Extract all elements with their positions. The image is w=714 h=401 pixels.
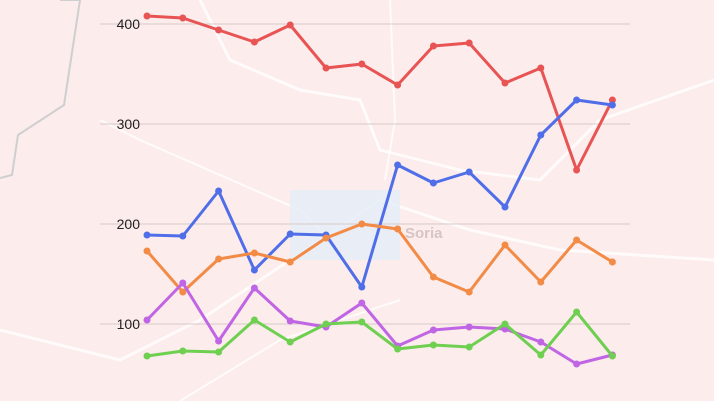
data-point <box>143 12 151 20</box>
data-point <box>429 326 437 334</box>
data-point <box>573 360 581 368</box>
data-point <box>465 168 473 176</box>
data-point <box>143 352 151 360</box>
data-point <box>501 203 509 211</box>
data-point <box>215 337 223 345</box>
map-place-label: Soria <box>405 225 443 242</box>
data-point <box>429 179 437 187</box>
series-0 <box>143 12 616 174</box>
data-point <box>394 225 402 233</box>
data-point <box>608 101 616 109</box>
data-point <box>537 278 545 286</box>
series-3 <box>143 279 616 368</box>
data-point <box>179 279 187 287</box>
data-point <box>286 230 294 238</box>
data-point <box>358 283 366 291</box>
y-axis-ticks: 100 200 300 400 <box>117 16 141 332</box>
data-point <box>429 42 437 50</box>
data-point <box>608 352 616 360</box>
data-point <box>250 249 258 257</box>
data-point <box>501 79 509 87</box>
data-point <box>215 187 223 195</box>
data-point <box>322 320 330 328</box>
data-point <box>250 38 258 46</box>
data-point <box>215 26 223 34</box>
data-point <box>179 14 187 22</box>
data-point <box>358 318 366 326</box>
data-point <box>215 255 223 263</box>
data-point <box>429 273 437 281</box>
data-point <box>465 39 473 47</box>
data-point <box>501 241 509 249</box>
y-tick-label: 400 <box>117 16 141 32</box>
data-point <box>143 247 151 255</box>
y-tick-label: 100 <box>117 316 141 332</box>
series-2 <box>143 220 616 296</box>
series-4 <box>143 308 616 360</box>
data-point <box>358 220 366 228</box>
data-point <box>358 299 366 307</box>
y-tick-label: 200 <box>117 216 141 232</box>
data-point <box>394 81 402 89</box>
series-lines <box>143 12 616 368</box>
data-point <box>179 232 187 240</box>
data-point <box>537 338 545 346</box>
data-point <box>394 345 402 353</box>
data-point <box>286 317 294 325</box>
data-point <box>143 231 151 239</box>
data-point <box>250 316 258 324</box>
series-line <box>145 222 614 294</box>
data-point <box>286 21 294 29</box>
data-point <box>501 320 509 328</box>
data-point <box>215 348 223 356</box>
data-point <box>573 308 581 316</box>
data-point <box>537 64 545 72</box>
series-line <box>145 281 613 366</box>
data-point <box>465 323 473 331</box>
data-point <box>608 96 616 104</box>
data-point <box>250 284 258 292</box>
data-point <box>537 131 545 139</box>
series-line <box>146 310 614 358</box>
data-point <box>573 96 581 104</box>
data-point <box>573 166 581 174</box>
data-point <box>322 234 330 242</box>
y-tick-label: 300 <box>117 116 141 132</box>
series-line <box>146 14 614 172</box>
data-point <box>429 341 437 349</box>
data-point <box>179 288 187 296</box>
data-point <box>608 258 616 266</box>
data-point <box>286 338 294 346</box>
data-point <box>250 266 258 274</box>
data-point <box>286 258 294 266</box>
data-point <box>358 60 366 68</box>
data-point <box>179 347 187 355</box>
data-point <box>465 343 473 351</box>
data-point <box>322 64 330 72</box>
data-point <box>143 316 151 324</box>
data-point <box>465 288 473 296</box>
data-point <box>537 351 545 359</box>
data-point <box>573 236 581 244</box>
data-point <box>394 161 402 169</box>
